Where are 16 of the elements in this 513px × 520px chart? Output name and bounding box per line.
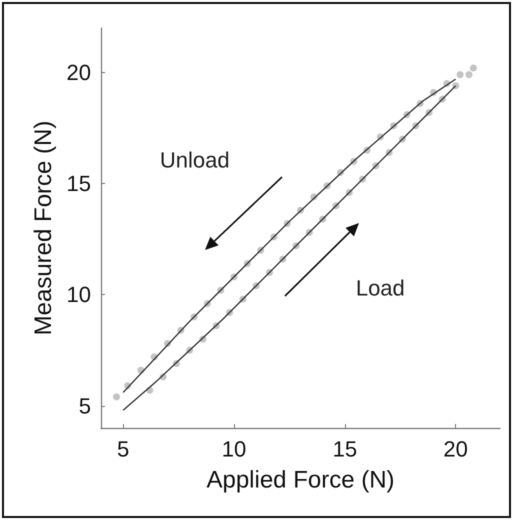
point xyxy=(465,71,472,78)
annotation: Load xyxy=(356,276,405,300)
y-tick-label: 10 xyxy=(66,282,91,308)
x-tick-label: 15 xyxy=(332,436,358,462)
annotation: Unload xyxy=(160,148,230,172)
y-tick-label: 5 xyxy=(78,393,91,418)
point xyxy=(456,71,464,78)
x-tick-label: 20 xyxy=(443,436,468,462)
y-tick-label: 15 xyxy=(66,171,91,196)
x-tick-label: 5 xyxy=(117,436,130,462)
x-tick-label: 10 xyxy=(222,436,246,462)
y-axis-title: Measured Force (N) xyxy=(30,120,58,336)
point xyxy=(470,64,477,72)
point xyxy=(113,393,120,400)
x-axis-title: Applied Force (N) xyxy=(206,466,395,494)
y-tick-label: 20 xyxy=(66,60,91,85)
